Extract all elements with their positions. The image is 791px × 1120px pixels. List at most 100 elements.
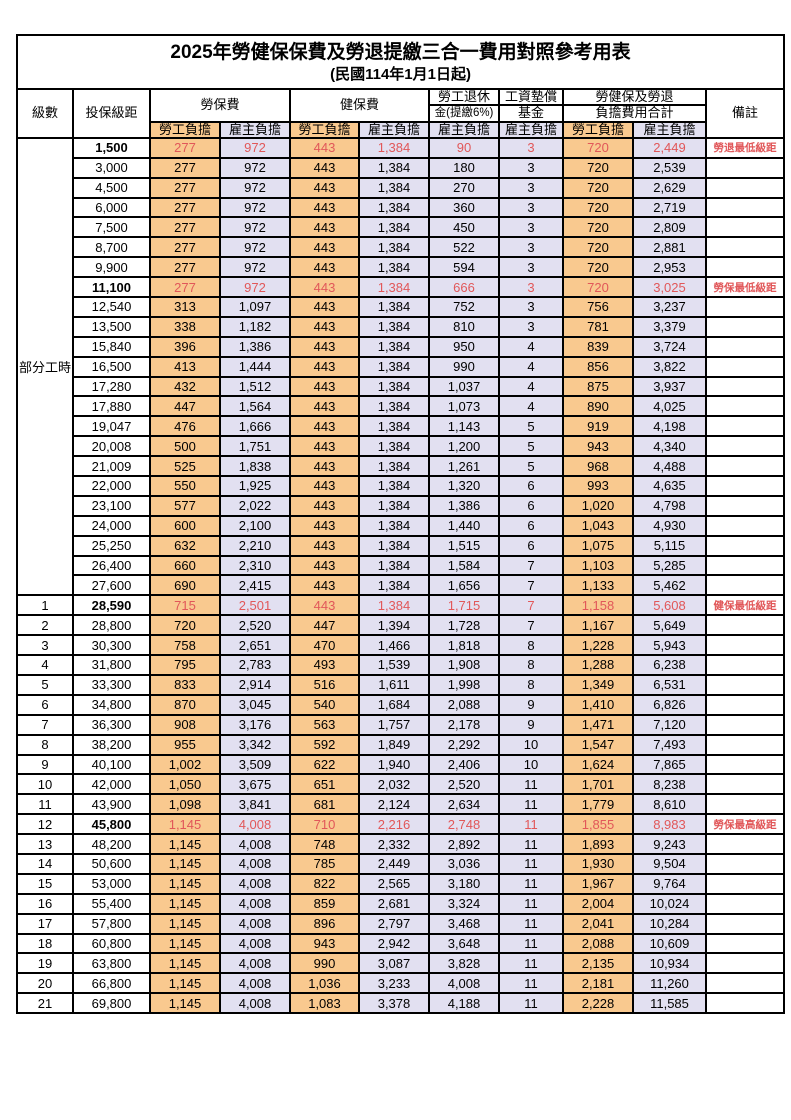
value-cell: 720 (562, 216, 634, 239)
header-labor-fee: 勞保費 (149, 88, 291, 123)
value-cell: 1,020 (562, 494, 634, 517)
value-cell: 9,243 (632, 833, 707, 855)
value-cell: 443 (289, 574, 360, 597)
bracket-cell: 63,800 (72, 952, 151, 975)
value-cell: 1,384 (358, 554, 430, 577)
value-cell: 277 (149, 156, 221, 179)
remark-cell (704, 952, 786, 975)
bracket-cell: 21,009 (72, 455, 151, 478)
value-cell: 11 (498, 972, 564, 995)
value-cell: 1,384 (358, 375, 430, 398)
value-cell: 1,386 (428, 494, 500, 517)
table-row: 5 33,300 833 2,914 516 1,611 1,998 8 1,349 6,531 (16, 673, 786, 696)
value-cell: 413 (149, 355, 221, 378)
table-row: 2 28,800 720 2,520 447 1,394 1,728 7 1,167 5,649 (16, 614, 786, 637)
value-cell: 950 (428, 335, 500, 358)
value-cell: 8 (498, 673, 564, 696)
value-cell: 338 (149, 315, 221, 338)
value-cell: 9,504 (632, 852, 707, 875)
table-row: 17 57,800 1,145 4,008 896 2,797 3,468 11 2,041 10… (16, 912, 786, 935)
value-cell: 11 (498, 773, 564, 796)
table-row: 17,880 447 1,564 443 1,384 1,073 4 890 4,025 (17, 395, 786, 418)
value-cell: 622 (289, 753, 360, 776)
value-cell: 3,180 (428, 872, 500, 895)
table-row: 7,500 277 972 443 1,384 450 3 720 2,809 (17, 216, 786, 239)
value-cell: 1,849 (358, 733, 430, 756)
value-cell: 180 (428, 156, 500, 179)
value-cell: 890 (562, 395, 634, 418)
value-cell: 1,666 (219, 415, 291, 438)
value-cell: 3 (498, 216, 564, 239)
value-cell: 3,036 (428, 852, 500, 875)
remark-cell (704, 435, 786, 458)
value-cell: 7 (498, 554, 564, 577)
value-cell: 1,228 (562, 634, 634, 657)
value-cell: 2,041 (562, 912, 634, 935)
value-cell: 2,634 (428, 793, 500, 816)
header-total-employer: 雇主負擔 (632, 120, 707, 139)
value-cell: 1,384 (358, 315, 430, 338)
value-cell: 1,684 (358, 693, 430, 716)
value-cell: 1,394 (358, 614, 430, 637)
table-row: 6 34,800 870 3,045 540 1,684 2,088 9 1,410 6,826 (16, 693, 786, 716)
bracket-cell: 19,047 (72, 415, 151, 438)
value-cell: 10,609 (632, 932, 707, 955)
value-cell: 470 (289, 634, 360, 657)
value-cell: 1,471 (562, 713, 634, 736)
value-cell: 8,983 (632, 813, 707, 836)
value-cell: 1,624 (562, 753, 634, 776)
bracket-cell: 11,100 (72, 276, 151, 299)
table-row: 部分工時 1,500 277 972 443 1,384 90 3 720 2,449 勞退最低級距 (16, 136, 786, 597)
value-cell: 720 (149, 614, 221, 637)
value-cell: 3,324 (428, 892, 500, 915)
value-cell: 1,182 (219, 315, 291, 338)
header-fund-employer: 雇主負擔 (498, 120, 564, 139)
value-cell: 450 (428, 216, 500, 239)
value-cell: 2,210 (219, 534, 291, 557)
table-row: 21 69,800 1,145 4,008 1,083 3,378 4,188 11 2,228… (16, 992, 786, 1015)
value-cell: 972 (219, 196, 291, 219)
value-cell: 1,384 (358, 276, 430, 299)
value-cell: 2,797 (358, 912, 430, 935)
value-cell: 443 (289, 315, 360, 338)
value-cell: 972 (219, 176, 291, 199)
value-cell: 443 (289, 594, 360, 617)
value-cell: 6 (498, 494, 564, 517)
value-cell: 2,088 (428, 693, 500, 716)
value-cell: 1,261 (428, 455, 500, 478)
value-cell: 277 (149, 136, 221, 159)
value-cell: 516 (289, 673, 360, 696)
value-cell: 1,539 (358, 654, 430, 676)
value-cell: 447 (149, 395, 221, 418)
level-cell: 10 (16, 773, 74, 796)
value-cell: 2,032 (358, 773, 430, 796)
value-cell: 11 (498, 952, 564, 975)
remark-cell (704, 673, 786, 696)
value-cell: 720 (562, 136, 634, 159)
value-cell: 277 (149, 236, 221, 259)
value-cell: 3,509 (219, 753, 291, 776)
title-cell: 2025年勞健保保費及勞退提繳三合一費用對照參考用表 (民國114年1月1日起) (15, 34, 786, 90)
value-cell: 2,004 (562, 892, 634, 915)
bracket-cell: 38,200 (72, 733, 151, 756)
value-cell: 3 (498, 236, 564, 259)
value-cell: 660 (149, 554, 221, 577)
remark-cell (704, 256, 786, 279)
table-row: 19,047 476 1,666 443 1,384 1,143 5 919 4,198 (17, 415, 786, 438)
bracket-cell: 17,880 (72, 395, 151, 418)
value-cell: 2,181 (562, 972, 634, 995)
table-row: 10 42,000 1,050 3,675 651 2,032 2,520 11 1,701 8,… (16, 773, 786, 796)
value-cell: 1,967 (562, 872, 634, 895)
bracket-cell: 42,000 (72, 773, 151, 796)
table-body: 部分工時 1,500 277 972 443 1,384 90 3 720 2,449 勞退最低級距… (16, 136, 786, 1015)
value-cell: 443 (289, 276, 360, 299)
page: 2025年勞健保保費及勞退提繳三合一費用對照參考用表 (民國114年1月1日起)… (15, 34, 786, 1015)
value-cell: 432 (149, 375, 221, 398)
header-total-line1: 勞健保及勞退 (562, 87, 707, 107)
level-cell: 17 (16, 912, 74, 935)
value-cell: 1,145 (149, 992, 221, 1015)
value-cell: 1,384 (358, 216, 430, 239)
bracket-cell: 17,280 (72, 375, 151, 398)
value-cell: 1,998 (428, 673, 500, 696)
table-row: 25,250 632 2,210 443 1,384 1,515 6 1,075 5,115 (17, 534, 786, 557)
